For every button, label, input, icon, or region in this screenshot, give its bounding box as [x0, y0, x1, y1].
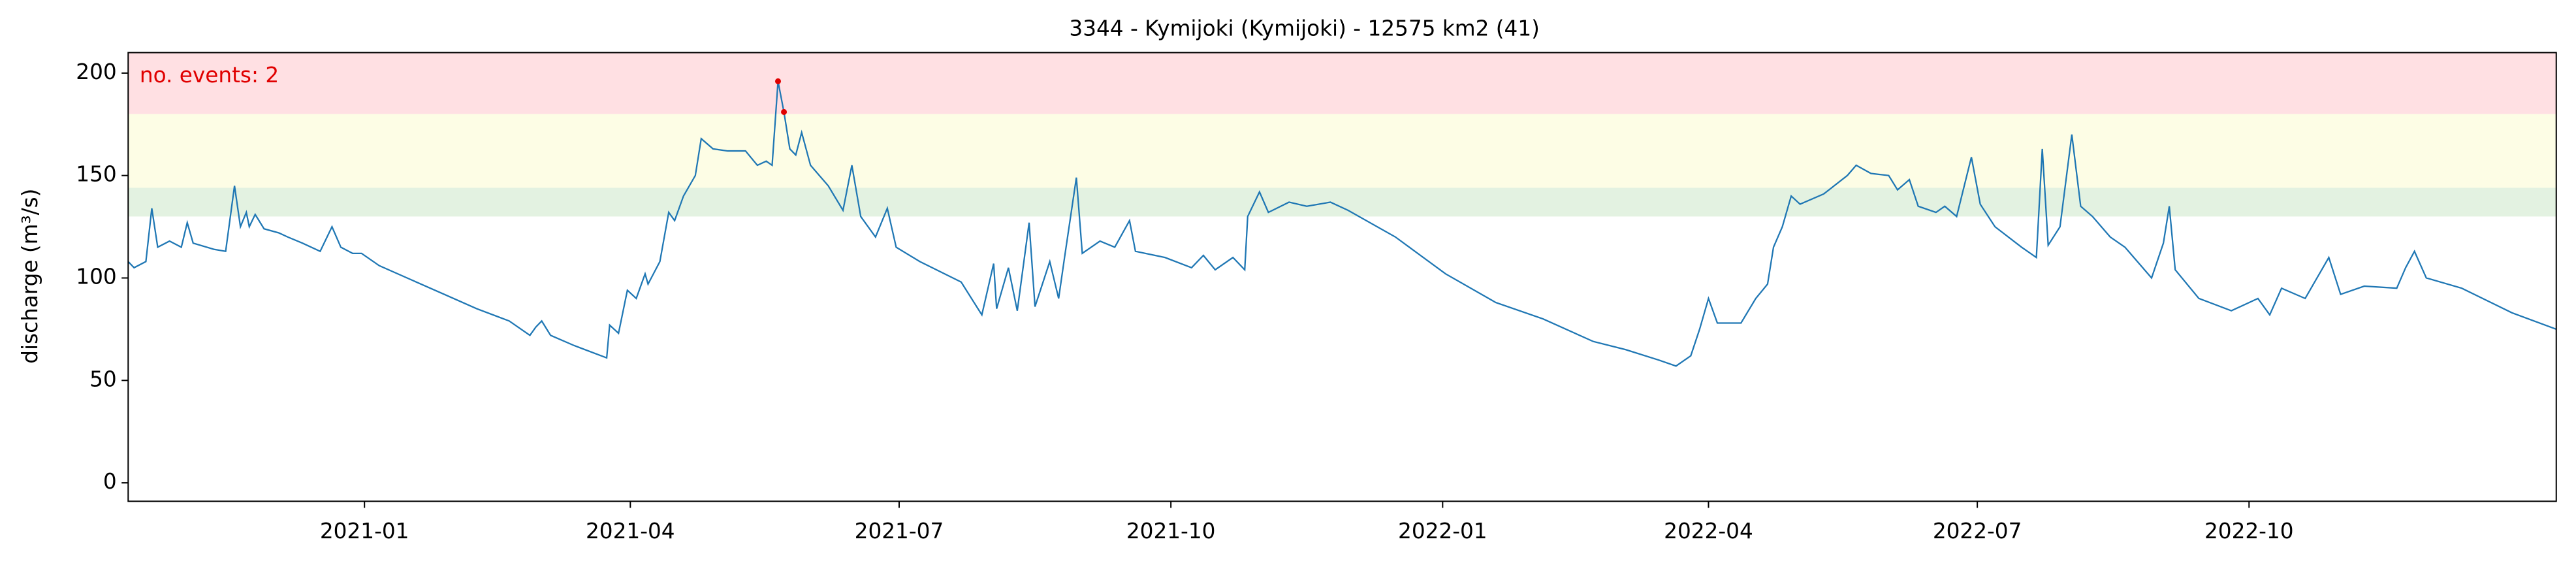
x-tick-label: 2022-04	[1664, 519, 1753, 544]
threshold-band	[128, 114, 2556, 188]
threshold-band	[128, 187, 2556, 217]
y-tick-label: 50	[89, 366, 117, 391]
event-point	[781, 108, 787, 115]
x-tick-label: 2022-07	[1933, 519, 2022, 544]
y-tick-label: 200	[76, 59, 116, 84]
x-tick-label: 2021-10	[1126, 519, 1216, 544]
y-tick-label: 100	[76, 264, 116, 289]
y-axis-label: discharge (m³/s)	[18, 189, 42, 364]
y-tick-label: 150	[76, 162, 116, 187]
x-tick-label: 2022-01	[1398, 519, 1487, 544]
y-tick-label: 0	[103, 469, 117, 494]
threshold-band	[128, 52, 2556, 114]
x-tick-label: 2021-01	[320, 519, 409, 544]
event-count: no. events: 2	[140, 63, 279, 88]
discharge-line	[127, 81, 2557, 367]
plot-frame	[127, 52, 2557, 502]
x-tick-label: 2021-04	[586, 519, 675, 544]
x-tick-label: 2022-10	[2204, 519, 2294, 544]
event-point	[774, 78, 782, 84]
chart-title: 3344 - Kymijoki (Kymijoki) - 12575 km2 (…	[1069, 16, 1540, 41]
x-tick-label: 2021-07	[855, 519, 944, 544]
